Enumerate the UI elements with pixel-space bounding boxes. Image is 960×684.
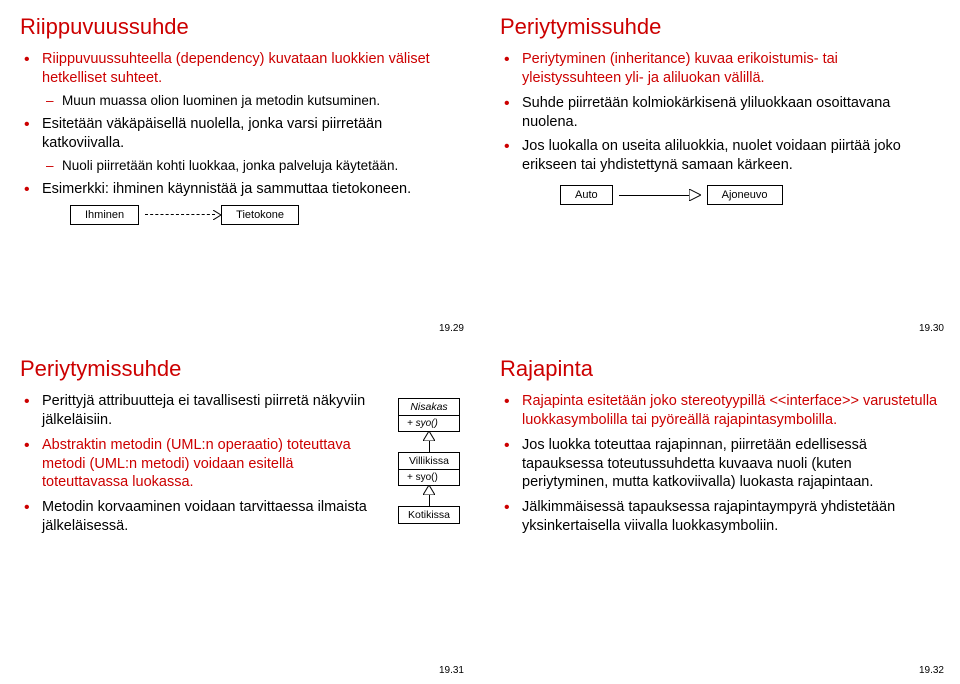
class-method: + syo() [399, 416, 459, 431]
slide-title: Periytymissuhde [500, 14, 940, 40]
slide-inheritance-1: Periytymissuhde Periytyminen (inheritanc… [480, 0, 960, 342]
uml-class-auto: Auto [560, 185, 613, 205]
connector-line [429, 432, 430, 452]
bullet-text: Periytyminen (inheritance) kuvaa erikois… [522, 51, 838, 86]
slide-title: Riippuvuussuhde [20, 14, 460, 40]
bullet-item: Perittyjä attribuutteja ei tavallisesti … [38, 392, 378, 430]
bullet-item: Esimerkki: ihminen käynnistää ja sammutt… [38, 180, 460, 199]
bullet-text: Abstraktin metodin (UML:n operaatio) tot… [42, 437, 351, 491]
bullet-item: Jos luokalla on useita aliluokkia, nuole… [518, 137, 940, 175]
slide-title: Periytymissuhde [20, 356, 460, 382]
slide-grid: Riippuvuussuhde Riippuvuussuhteella (dep… [0, 0, 960, 684]
class-name: Villikissa [399, 453, 459, 470]
bullet-item: Jos luokka toteuttaa rajapinnan, piirret… [518, 436, 940, 493]
uml-class-ajoneuvo: Ajoneuvo [707, 185, 783, 205]
bullet-list: Riippuvuussuhteella (dependency) kuvataa… [20, 50, 460, 199]
bullet-item: Rajapinta esitetään joko stereotyypillä … [518, 392, 940, 430]
bullet-item: Esitetään väkäpäisellä nuolella, jonka v… [38, 115, 460, 174]
sub-item: Muun muassa olion luominen ja metodin ku… [62, 92, 460, 110]
bullet-list: Periytyminen (inheritance) kuvaa erikois… [500, 50, 940, 175]
bullet-list: Rajapinta esitetään joko stereotyypillä … [500, 392, 940, 536]
dashed-arrow-icon [145, 214, 215, 216]
page-number: 19.31 [439, 665, 464, 676]
bullet-item: Metodin korvaaminen voidaan tarvittaessa… [38, 498, 378, 536]
uml-class-ihminen: Ihminen [70, 205, 139, 225]
class-name: Kotikissa [399, 507, 459, 523]
class-method: + syo() [399, 470, 459, 485]
slide-inheritance-2: Periytymissuhde Perittyjä attribuutteja … [0, 342, 480, 684]
dependency-diagram: Ihminen Tietokone [70, 205, 460, 225]
connector-line [429, 486, 430, 506]
uml-class-kotikissa: Kotikissa [398, 506, 460, 524]
inheritance-diagram: Auto Ajoneuvo [560, 185, 940, 205]
sub-list: Nuoli piirretään kohti luokkaa, jonka pa… [42, 157, 460, 175]
class-hierarchy-diagram: Nisakas + syo() Villikissa + syo() Kotik… [398, 398, 460, 524]
bullet-list: Perittyjä attribuutteja ei tavallisesti … [20, 392, 378, 542]
bullet-text: Rajapinta esitetään joko stereotyypillä … [522, 393, 937, 428]
slide-title: Rajapinta [500, 356, 940, 382]
bullet-text: Esitetään väkäpäisellä nuolella, jonka v… [42, 116, 382, 151]
uml-class-nisakas: Nisakas + syo() [398, 398, 460, 432]
uml-class-villikissa: Villikissa + syo() [398, 452, 460, 486]
uml-class-tietokone: Tietokone [221, 205, 299, 225]
page-number: 19.32 [919, 665, 944, 676]
sub-list: Muun muassa olion luominen ja metodin ku… [42, 92, 460, 110]
slide-interface: Rajapinta Rajapinta esitetään joko stere… [480, 342, 960, 684]
generalization-arrow-icon [619, 195, 689, 196]
page-number: 19.29 [439, 323, 464, 334]
sub-item: Nuoli piirretään kohti luokkaa, jonka pa… [62, 157, 460, 175]
bullet-item: Periytyminen (inheritance) kuvaa erikois… [518, 50, 940, 88]
page-number: 19.30 [919, 323, 944, 334]
triangle-up-icon [423, 431, 435, 441]
bullet-text: Riippuvuussuhteella (dependency) kuvataa… [42, 51, 430, 86]
bullet-item: Jälkimmäisessä tapauksessa rajapintaympy… [518, 498, 940, 536]
slide-dependency: Riippuvuussuhde Riippuvuussuhteella (dep… [0, 0, 480, 342]
triangle-up-icon [423, 485, 435, 495]
bullet-item: Abstraktin metodin (UML:n operaatio) tot… [38, 436, 378, 493]
class-name: Nisakas [399, 399, 459, 416]
bullet-item: Riippuvuussuhteella (dependency) kuvataa… [38, 50, 460, 109]
bullet-item: Suhde piirretään kolmiokärkisenä yliluok… [518, 94, 940, 132]
